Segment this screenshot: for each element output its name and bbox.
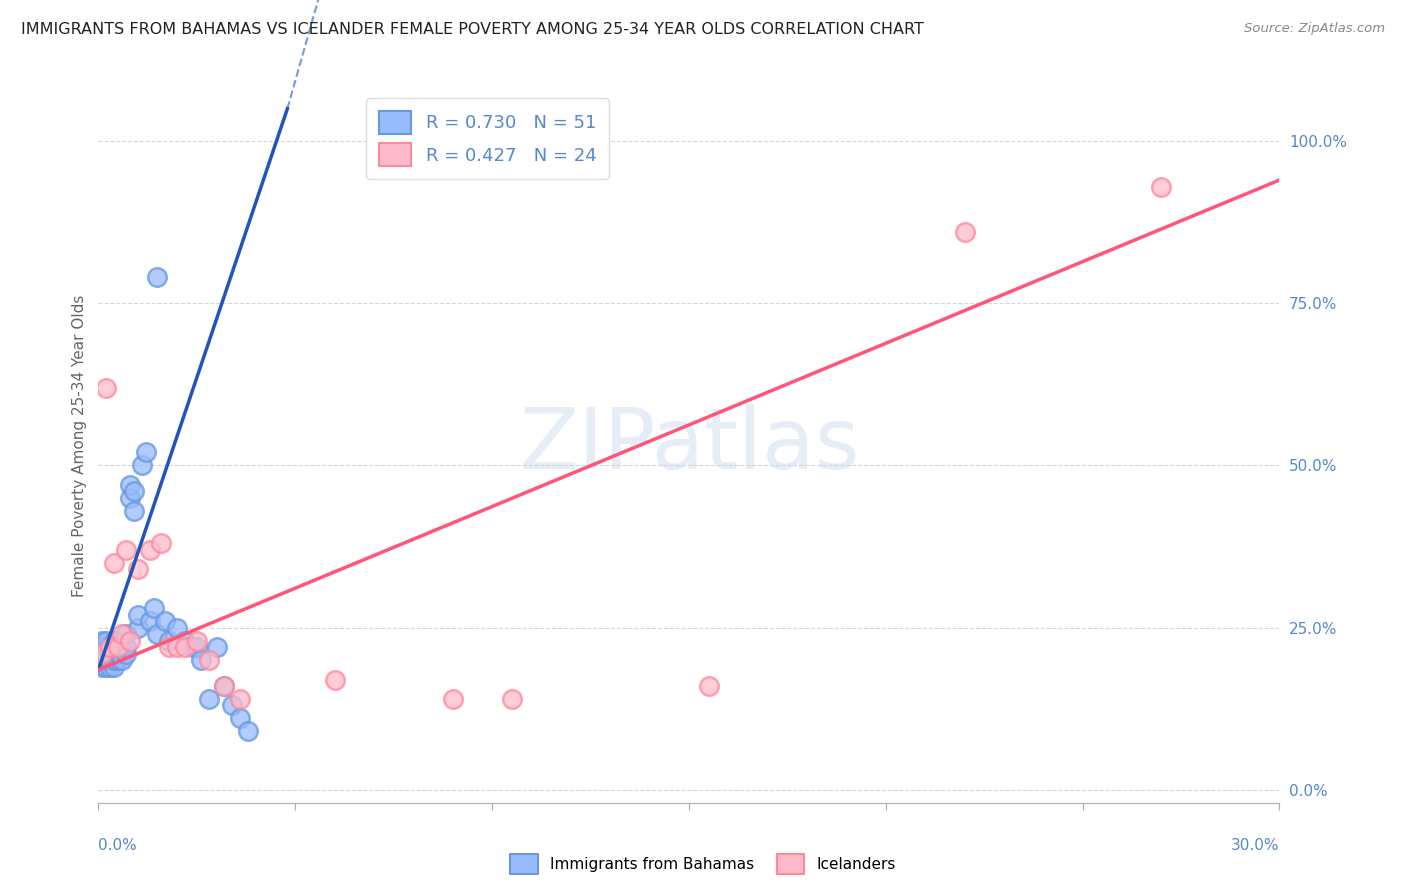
Point: [111, 640, 134, 654]
Point: [103, 659, 125, 673]
Point: [111, 627, 134, 641]
Point: [103, 653, 125, 667]
Point: [103, 633, 125, 648]
Y-axis label: Female Poverty Among 25-34 Year Olds: Female Poverty Among 25-34 Year Olds: [72, 295, 87, 597]
Point: [122, 504, 145, 518]
Point: [98, 653, 121, 667]
Point: [115, 647, 138, 661]
Point: [323, 673, 346, 687]
Point: [166, 621, 188, 635]
Point: [146, 627, 169, 641]
Point: [953, 225, 976, 239]
Point: [96, 381, 118, 395]
Point: [138, 542, 160, 557]
Text: ZIPatlas: ZIPatlas: [519, 404, 859, 488]
Point: [115, 542, 138, 557]
Point: [127, 607, 149, 622]
Point: [96, 659, 118, 673]
Point: [115, 640, 138, 654]
Point: [127, 621, 149, 635]
Point: [91, 647, 114, 661]
Point: [174, 640, 197, 654]
Point: [197, 692, 219, 706]
Point: [118, 478, 141, 492]
Point: [146, 270, 169, 285]
Point: [96, 647, 118, 661]
Point: [150, 536, 173, 550]
Point: [229, 692, 252, 706]
Point: [157, 633, 180, 648]
Point: [142, 601, 165, 615]
Point: [115, 627, 138, 641]
Point: [103, 640, 125, 654]
Point: [190, 653, 212, 667]
Point: [131, 458, 153, 473]
Point: [186, 640, 208, 654]
Point: [197, 653, 219, 667]
Point: [118, 491, 141, 505]
Point: [181, 640, 204, 654]
Point: [214, 679, 236, 693]
Point: [155, 614, 177, 628]
Point: [96, 653, 118, 667]
Text: 0.0%: 0.0%: [98, 838, 138, 854]
Legend: R = 0.730   N = 51, R = 0.427   N = 24: R = 0.730 N = 51, R = 0.427 N = 24: [366, 98, 609, 179]
Point: [111, 653, 134, 667]
Point: [98, 647, 121, 661]
Point: [91, 647, 114, 661]
Point: [174, 633, 197, 648]
Point: [107, 640, 129, 654]
Point: [122, 484, 145, 499]
Point: [166, 640, 188, 654]
Point: [107, 647, 129, 661]
Point: [98, 640, 121, 654]
Point: [501, 692, 523, 706]
Point: [138, 614, 160, 628]
Point: [135, 445, 157, 459]
Point: [1150, 179, 1173, 194]
Point: [107, 640, 129, 654]
Text: 30.0%: 30.0%: [1232, 838, 1279, 854]
Point: [103, 556, 125, 570]
Legend: Immigrants from Bahamas, Icelanders: Immigrants from Bahamas, Icelanders: [503, 848, 903, 880]
Point: [96, 640, 118, 654]
Point: [186, 633, 208, 648]
Point: [157, 640, 180, 654]
Point: [98, 659, 121, 673]
Point: [221, 698, 243, 713]
Point: [441, 692, 464, 706]
Point: [229, 711, 252, 725]
Point: [91, 633, 114, 648]
Point: [91, 659, 114, 673]
Point: [96, 633, 118, 648]
Point: [98, 640, 121, 654]
Point: [91, 640, 114, 654]
Point: [107, 653, 129, 667]
Point: [697, 679, 720, 693]
Point: [205, 640, 228, 654]
Point: [91, 653, 114, 667]
Point: [214, 679, 236, 693]
Text: Source: ZipAtlas.com: Source: ZipAtlas.com: [1244, 22, 1385, 36]
Point: [118, 633, 141, 648]
Point: [236, 724, 259, 739]
Text: IMMIGRANTS FROM BAHAMAS VS ICELANDER FEMALE POVERTY AMONG 25-34 YEAR OLDS CORREL: IMMIGRANTS FROM BAHAMAS VS ICELANDER FEM…: [21, 22, 924, 37]
Point: [127, 562, 149, 576]
